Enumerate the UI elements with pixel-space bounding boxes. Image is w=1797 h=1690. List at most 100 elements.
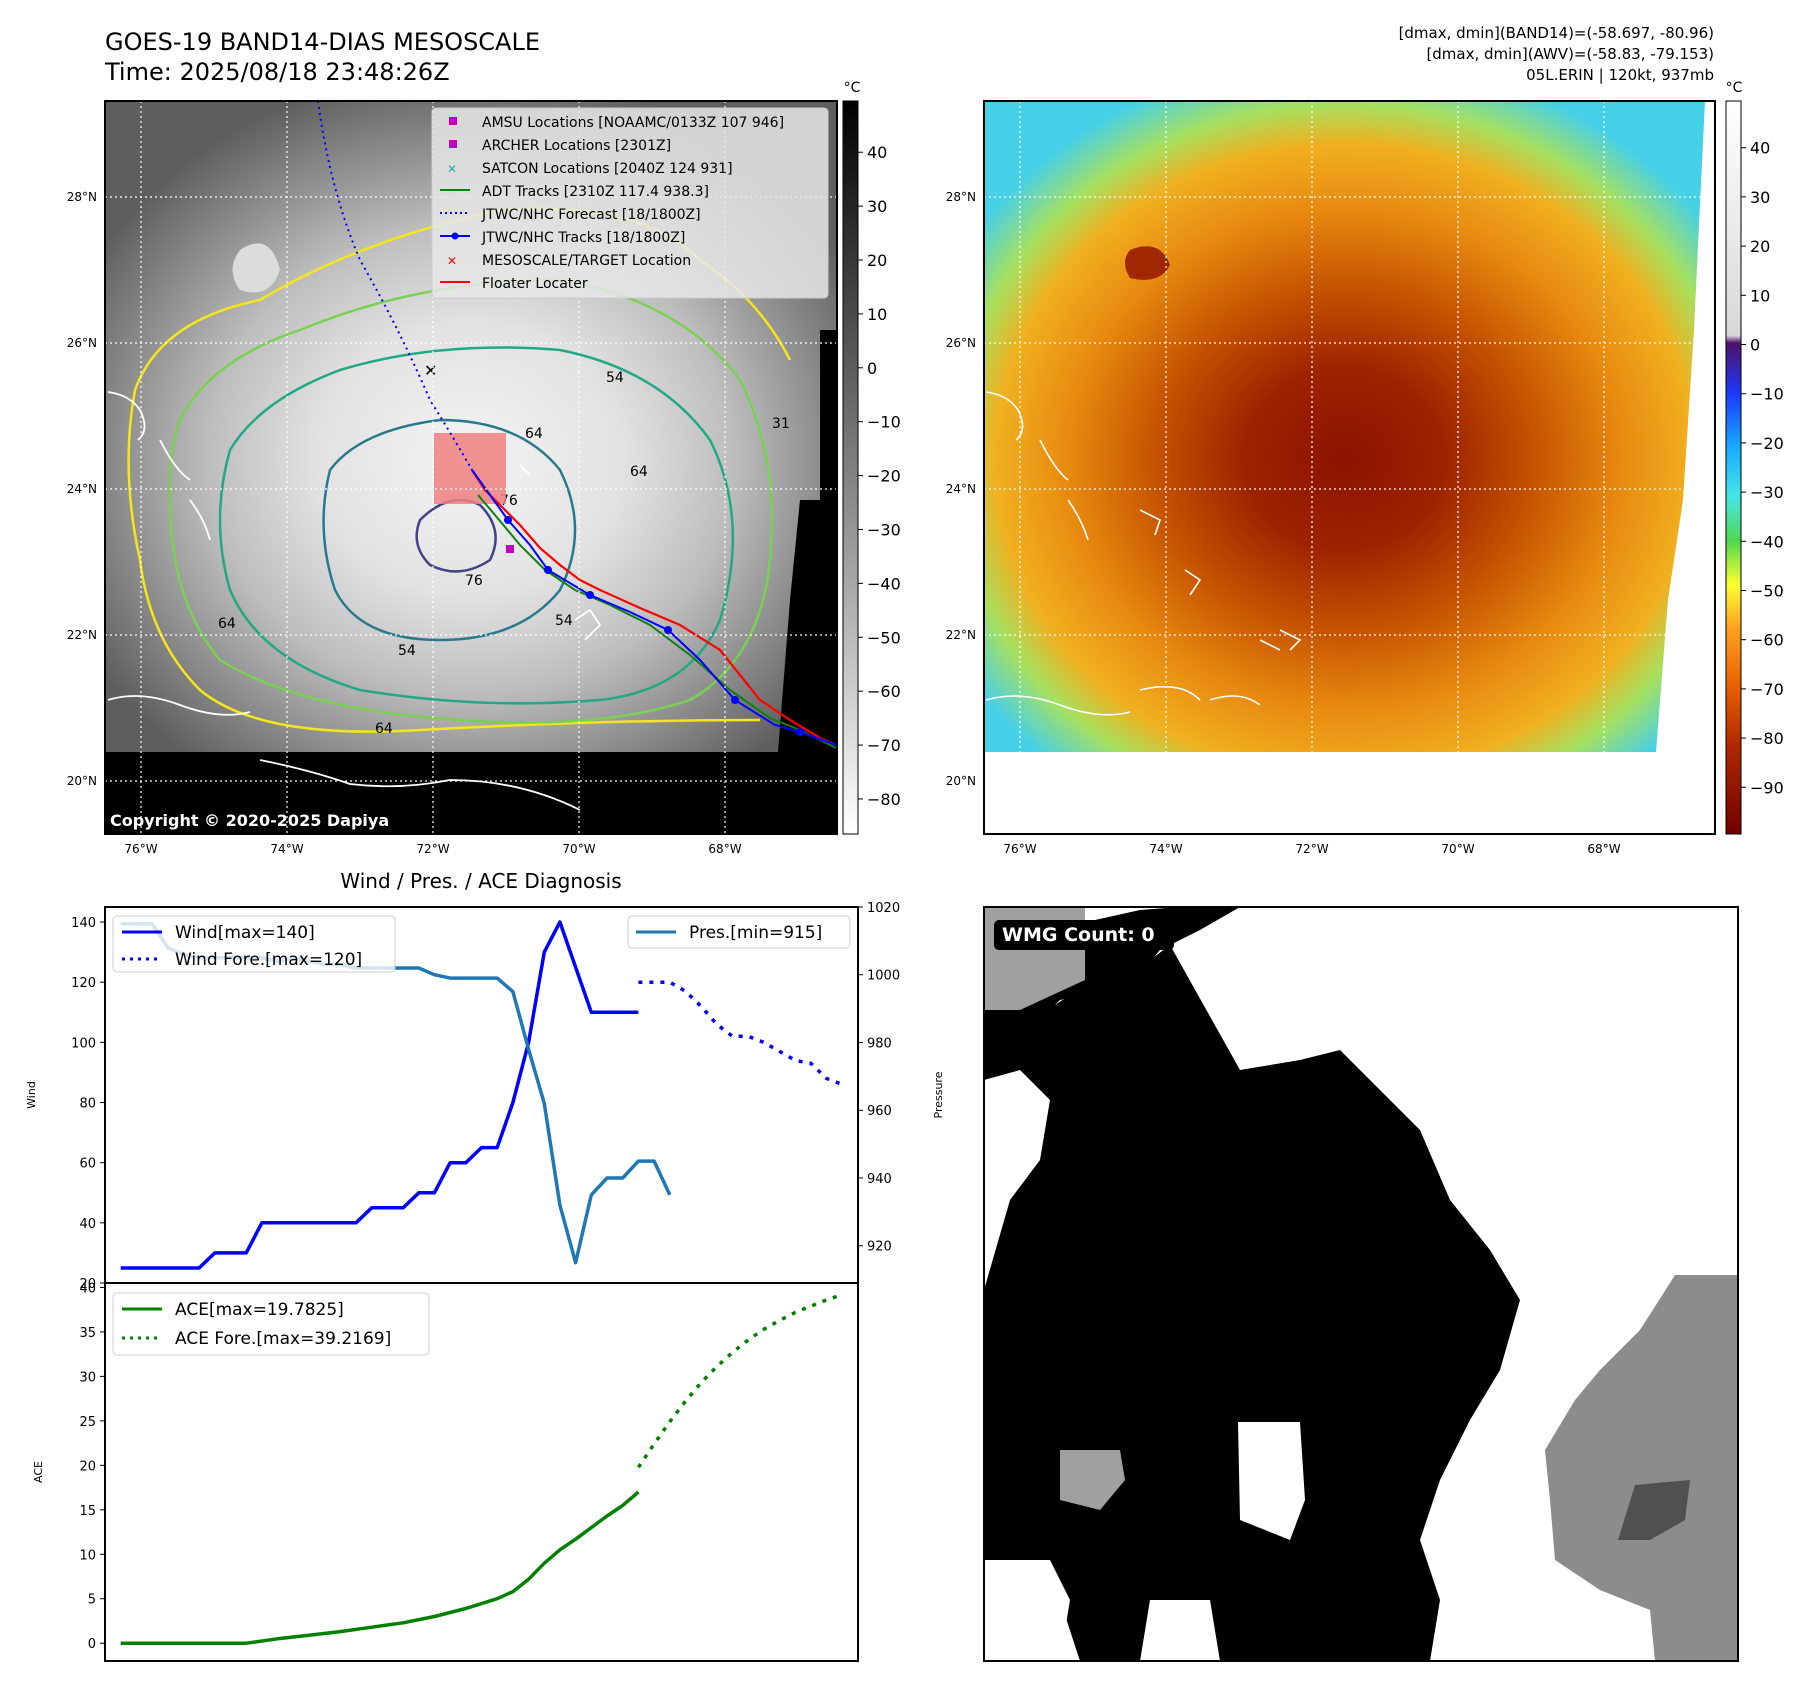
wind-pressure-chart: 140 120 100 80 60 40 20 1020 1000 980 960 940 920 W…	[25, 901, 945, 1292]
cbgray-tick-label: −70	[867, 736, 901, 755]
y-tick-label: 0	[88, 1637, 96, 1652]
colorbar-color: °C 40 30 20 10 0 −10 −20 −30 −40 −50 −60 −70 −80 −90	[1725, 80, 1784, 835]
info-band14: [dmax, dmin](BAND14)=(-58.697, -80.96)	[1399, 24, 1714, 42]
cbcolor-tick-label: 30	[1750, 188, 1770, 207]
wmg-cloud-mask	[984, 907, 1738, 1661]
cbcolor-tick-label: 10	[1750, 286, 1770, 305]
target-marker: ✕	[424, 361, 437, 380]
y2-tick-label: 920	[867, 1240, 892, 1255]
legend-archer: ARCHER Locations [2301Z]	[482, 138, 671, 154]
wind-axis-label: Wind	[25, 1081, 38, 1109]
wmg-count: WMG Count: 0	[1002, 924, 1155, 946]
cbgray-tick-label: −40	[867, 574, 901, 593]
ace-chart: 40 35 30 25 20 15 10 5 0 ACE ACE[max=19.7825] AC…	[32, 1281, 859, 1662]
forecast-track	[317, 101, 473, 471]
lat-label: 24°N	[946, 482, 976, 496]
legend-adt: ADT Tracks [2310Z 117.4 938.3]	[482, 184, 709, 200]
cbgray-tick-label: −10	[867, 413, 901, 432]
cbcolor-tick-label: −50	[1750, 581, 1784, 600]
contour-label: 31	[772, 416, 790, 432]
svg-text:✕: ✕	[447, 162, 457, 176]
cbgray-tick-label: −80	[867, 790, 901, 809]
y-tick-label: 40	[79, 1281, 96, 1296]
map-legend: AMSU Locations [NOAAMC/0133Z 107 946] AR…	[431, 107, 829, 299]
lat-label: 20°N	[67, 774, 97, 788]
lon-label: 70°W	[1441, 842, 1474, 856]
map-right-axes: 28°N 26°N 24°N 22°N 20°N 76°W 74°W 72°W …	[946, 190, 1621, 856]
map-right	[983, 100, 1716, 835]
figure-title: GOES-19 BAND14-DIAS MESOSCALE	[105, 28, 540, 56]
info-storm: 05L.ERIN | 120kt, 937mb	[1526, 66, 1714, 84]
coastlines-left	[107, 391, 602, 811]
coastlines-right	[985, 391, 1302, 716]
legend-wind: Wind[max=140]	[175, 923, 315, 943]
y-tick-label: 35	[79, 1326, 96, 1341]
svg-text:✕: ✕	[447, 254, 457, 268]
contour-label: 64	[375, 721, 393, 737]
cbgray-tick-label: 0	[867, 359, 877, 378]
y-tick-label: 60	[79, 1157, 96, 1172]
cbcolor-tick-label: −80	[1750, 729, 1784, 748]
cbgray-tick-label: −20	[867, 467, 901, 486]
contour-label: 54	[555, 613, 573, 629]
map-left-axes: 28°N 26°N 24°N 22°N 20°N 76°W 74°W 72°W …	[67, 190, 742, 856]
legend-ace-forecast: ACE Fore.[max=39.2169]	[175, 1329, 391, 1349]
cbcolor-tick-label: −60	[1750, 631, 1784, 650]
lat-label: 22°N	[946, 628, 976, 642]
lon-label: 72°W	[1295, 842, 1328, 856]
floater-track	[471, 469, 837, 747]
cbgray-tick-label: −50	[867, 628, 901, 647]
lon-label: 74°W	[1149, 842, 1182, 856]
cbcolor-tick-label: −90	[1750, 778, 1784, 797]
y2-tick-label: 960	[867, 1104, 892, 1119]
cbgray-tick-label: 20	[867, 251, 887, 270]
info-awv: [dmax, dmin](AWV)=(-58.83, -79.153)	[1426, 45, 1714, 63]
cbcolor-tick-label: −10	[1750, 385, 1784, 404]
y2-tick-label: 1000	[867, 969, 900, 984]
y-tick-label: 10	[79, 1548, 96, 1563]
lon-label: 76°W	[124, 842, 157, 856]
lat-label: 26°N	[67, 336, 97, 350]
y-tick-label: 120	[71, 976, 96, 991]
diagnosis-title: Wind / Pres. / ACE Diagnosis	[340, 869, 621, 893]
y-tick-label: 20	[79, 1459, 96, 1474]
lat-label: 24°N	[67, 482, 97, 496]
contour-label: 54	[398, 643, 416, 659]
wind-legend: Wind[max=140] Wind Fore.[max=120]	[112, 915, 396, 973]
floater-box	[434, 433, 506, 504]
lat-label: 26°N	[946, 336, 976, 350]
lon-label: 72°W	[416, 842, 449, 856]
cbgray-tick-label: −60	[867, 682, 901, 701]
lon-label: 68°W	[708, 842, 741, 856]
wind-pressure-series-1	[638, 980, 843, 1087]
cbcolor-tick-label: −40	[1750, 532, 1784, 551]
lon-label: 76°W	[1003, 842, 1036, 856]
figure-time: Time: 2025/08/18 23:48:26Z	[104, 58, 450, 86]
cbcolor-tick-label: −20	[1750, 434, 1784, 453]
contour-label: 64	[630, 464, 648, 480]
y-tick-label: 80	[79, 1097, 96, 1112]
cbgray-tick-label: 30	[867, 197, 887, 216]
contour-label: 76	[465, 573, 483, 589]
cbgray-tick-label: 40	[867, 143, 887, 162]
y-tick-label: 100	[71, 1036, 96, 1051]
adt-track	[477, 494, 837, 749]
ace-axis-label: ACE	[32, 1461, 45, 1483]
y-tick-label: 40	[79, 1217, 96, 1232]
lon-label: 68°W	[1587, 842, 1620, 856]
legend-wind-forecast: Wind Fore.[max=120]	[175, 950, 362, 970]
cbgray-tick-label: −30	[867, 520, 901, 539]
legend-amsu: AMSU Locations [NOAAMC/0133Z 107 946]	[482, 115, 784, 131]
legend-target: MESOSCALE/TARGET Location	[482, 253, 691, 269]
ace-legend: ACE[max=19.7825] ACE Fore.[max=39.2169]	[112, 1292, 430, 1356]
contour-label: 64	[525, 426, 543, 442]
lat-label: 22°N	[67, 628, 97, 642]
wmg-panel: WMG Count: 0	[983, 906, 1739, 1662]
legend-pressure: Pres.[min=915]	[689, 923, 822, 943]
lat-label: 28°N	[67, 190, 97, 204]
y2-tick-label: 940	[867, 1172, 892, 1187]
pressure-axis-label: Pressure	[932, 1071, 945, 1118]
colorbar-color-unit: °C	[1726, 80, 1743, 96]
y-tick-label: 20	[79, 1277, 96, 1292]
